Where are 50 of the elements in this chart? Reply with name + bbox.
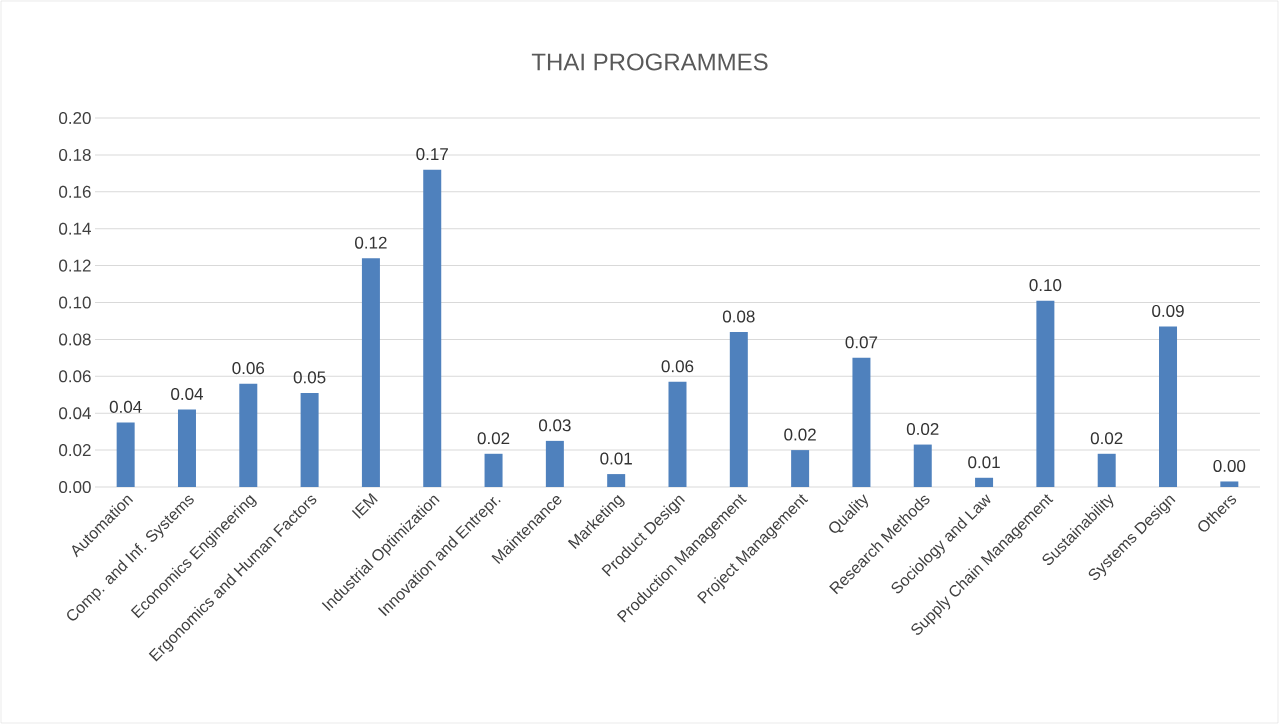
y-tick-label: 0.00 xyxy=(59,480,91,494)
data-label: 0.02 xyxy=(784,428,816,441)
y-tick-label: 0.12 xyxy=(59,259,91,272)
data-label: 0.02 xyxy=(906,422,939,436)
data-label: 0.05 xyxy=(293,371,326,384)
bar xyxy=(177,409,196,487)
bar xyxy=(729,332,748,487)
data-label: 0.12 xyxy=(355,236,387,249)
data-label: 0.10 xyxy=(1029,279,1062,292)
y-tick-label: 0.04 xyxy=(59,407,91,420)
bar xyxy=(545,440,564,487)
bar xyxy=(1159,326,1178,487)
bar xyxy=(116,422,135,487)
y-tick-label: 0.16 xyxy=(59,185,91,198)
bar xyxy=(913,444,932,487)
data-label: 0.17 xyxy=(416,148,448,161)
data-label: 0.06 xyxy=(232,362,265,375)
bar xyxy=(361,258,380,487)
data-label: 0.03 xyxy=(538,419,571,432)
bar xyxy=(1036,300,1055,487)
bar xyxy=(975,477,994,487)
data-label: 0.02 xyxy=(1090,432,1123,445)
data-label: 0.01 xyxy=(600,452,632,465)
data-label: 0.04 xyxy=(109,400,142,413)
data-label: 0.02 xyxy=(477,432,510,445)
data-label: 0.04 xyxy=(171,387,204,400)
bar xyxy=(852,357,871,487)
bar xyxy=(791,450,810,487)
y-tick-label: 0.20 xyxy=(59,111,91,125)
bar xyxy=(239,383,258,487)
chart-title: THAI PROGRAMMES xyxy=(531,53,768,71)
data-label: 0.08 xyxy=(722,310,755,323)
y-tick-label: 0.06 xyxy=(59,370,91,383)
bar xyxy=(607,474,626,487)
y-tick-label: 0.10 xyxy=(59,296,91,309)
data-label: 0.00 xyxy=(1213,459,1246,472)
bar xyxy=(1097,453,1116,487)
bar xyxy=(423,169,442,487)
data-label: 0.07 xyxy=(845,336,878,349)
data-label: 0.09 xyxy=(1152,304,1184,317)
y-tick-label: 0.08 xyxy=(59,333,91,346)
y-tick-label: 0.02 xyxy=(59,444,91,457)
y-tick-label: 0.18 xyxy=(59,148,91,161)
data-label: 0.06 xyxy=(661,360,694,373)
data-label: 0.01 xyxy=(968,456,1000,469)
bar xyxy=(1220,481,1239,487)
bar xyxy=(668,381,687,487)
y-tick-label: 0.14 xyxy=(59,222,91,235)
bar xyxy=(300,392,319,487)
bar xyxy=(484,453,503,487)
